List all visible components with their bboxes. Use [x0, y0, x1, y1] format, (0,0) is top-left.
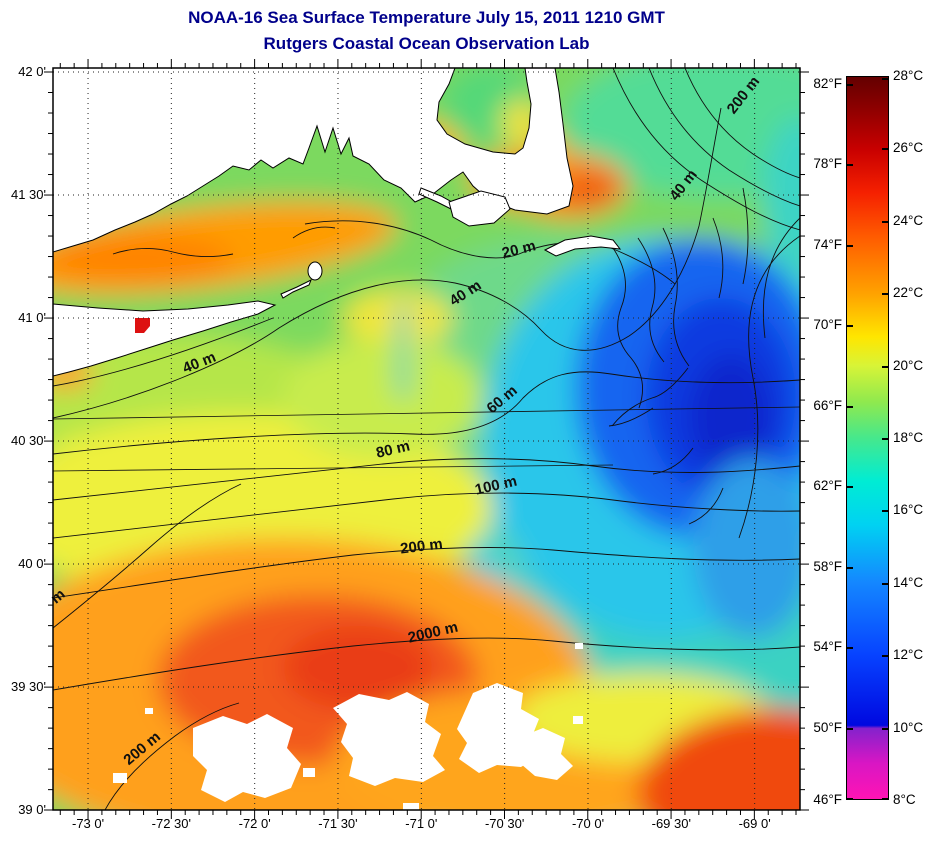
latitude-tick-label: 40 0' — [18, 556, 46, 572]
longitude-tick-label: -69 0' — [738, 816, 771, 831]
longitude-tick-label: -72 30' — [151, 816, 191, 831]
celsius-scale-label: 12°C — [893, 647, 924, 663]
latitude-tick-label: 39 30' — [10, 679, 46, 695]
celsius-scale-label: 24°C — [893, 212, 924, 228]
fahrenheit-scale-label: 62°F — [813, 478, 842, 494]
celsius-tick — [882, 220, 888, 223]
celsius-scale-label: 10°C — [893, 719, 924, 735]
fahrenheit-tick — [847, 325, 853, 328]
fishers-island — [280, 278, 312, 299]
celsius-tick — [882, 438, 888, 440]
celsius-tick — [882, 293, 888, 296]
longitude-tick-label: -73 0' — [71, 816, 105, 831]
latitude-tick-label: 39 0' — [18, 802, 46, 817]
graticule-gridlines — [53, 68, 800, 811]
celsius-scale-label: 18°C — [893, 430, 924, 445]
celsius-tick — [882, 78, 888, 81]
fahrenheit-tick — [847, 727, 853, 730]
contour-depth-label: 200 m — [399, 536, 443, 558]
mainland-new-england — [53, 68, 574, 253]
fahrenheit-tick — [847, 797, 853, 800]
longitude-tick-label: -71 30' — [318, 816, 358, 831]
longitude-tick-label: -70 0' — [571, 816, 605, 831]
celsius-scale-label: 22°C — [893, 285, 924, 301]
fahrenheit-scale-label: 54°F — [813, 639, 842, 655]
fahrenheit-tick — [847, 84, 853, 87]
fahrenheit-tick — [847, 566, 853, 569]
longitude-tick-label: -70 30' — [484, 816, 525, 831]
celsius-tick — [882, 148, 888, 151]
celsius-tick — [882, 797, 888, 800]
fahrenheit-scale-label: 78°F — [813, 156, 842, 172]
fahrenheit-scale-label: 46°F — [813, 792, 842, 807]
fahrenheit-tick — [847, 244, 853, 247]
fahrenheit-tick — [847, 647, 853, 650]
land-masses — [53, 68, 622, 377]
celsius-scale-label: 14°C — [893, 574, 924, 590]
map-border — [52, 67, 801, 811]
celsius-tick — [882, 365, 888, 368]
celsius-tick — [882, 582, 888, 585]
celsius-tick — [882, 510, 888, 513]
celsius-scale-label: 28°C — [893, 68, 924, 83]
fahrenheit-scale-label: 82°F — [813, 76, 842, 92]
longitude-axis-labels: -73 0' -72 30' -72 0' -71 30' -71 0' -70 30' -… — [53, 816, 800, 836]
fahrenheit-scale-label: 58°F — [813, 558, 842, 574]
latitude-tick-label: 41 0' — [18, 309, 46, 325]
latitude-axis-labels: 42 0' 41 30' 41 0' 40 30' 40 0' 39 30' 39 0' — [0, 64, 49, 817]
fahrenheit-scale-label: 66°F — [813, 397, 842, 413]
celsius-scale-label: 20°C — [893, 357, 924, 373]
block-island — [307, 261, 323, 281]
axis-ticks — [44, 59, 809, 819]
fahrenheit-tick — [847, 405, 853, 408]
page-subtitle: Rutgers Coastal Ocean Observation Lab — [263, 34, 590, 53]
celsius-tick — [882, 727, 888, 730]
long-island — [53, 300, 277, 377]
latitude-tick-label: 42 0' — [18, 64, 46, 80]
longitude-tick-label: -72 0' — [238, 816, 271, 831]
longitude-tick-label: -69 30' — [651, 816, 691, 831]
nantucket — [543, 235, 622, 257]
fahrenheit-scale-label: 74°F — [813, 236, 842, 252]
fahrenheit-tick — [847, 164, 853, 167]
latitude-tick-label: 40 30' — [10, 433, 46, 448]
fahrenheit-scale-label: 50°F — [813, 719, 842, 735]
temperature-colorbar — [846, 76, 889, 800]
celsius-scale-label: 26°C — [893, 140, 924, 156]
page-title: NOAA-16 Sea Surface Temperature July 15,… — [188, 8, 665, 27]
celsius-scale-label: 16°C — [893, 502, 924, 518]
fahrenheit-tick — [847, 486, 853, 489]
cloud-mask — [113, 643, 583, 810]
celsius-tick — [882, 655, 888, 658]
fahrenheit-scale-label: 70°F — [813, 317, 842, 333]
marthas-vineyard — [448, 190, 511, 227]
latitude-tick-label: 41 30' — [10, 187, 46, 203]
longitude-tick-label: -71 0' — [405, 816, 438, 831]
warm-pixel-long-island — [135, 318, 150, 333]
celsius-scale-label: 8°C — [893, 792, 916, 807]
